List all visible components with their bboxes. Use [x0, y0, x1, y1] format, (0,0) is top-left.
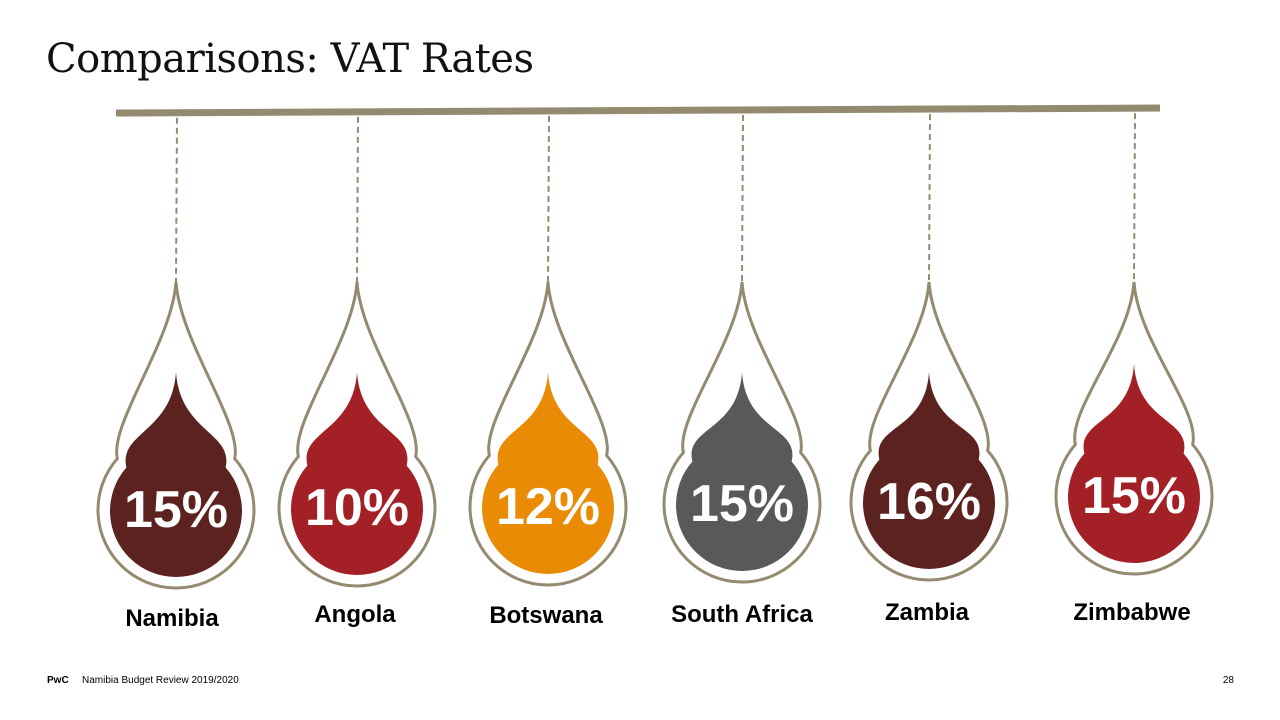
- hanger-line: [928, 114, 931, 283]
- drop-fill: [291, 372, 423, 576]
- value-label: 15%: [124, 481, 228, 539]
- category-label: Zimbabwe: [1073, 599, 1190, 626]
- value-label: 12%: [496, 478, 600, 536]
- category-label: Namibia: [125, 605, 219, 632]
- drop-fill: [863, 372, 995, 569]
- hanging-bar: [115, 104, 1161, 117]
- footer-text: Namibia Budget Review 2019/2020: [82, 675, 239, 686]
- hanger-line: [1133, 113, 1136, 283]
- hanger-line: [175, 117, 178, 283]
- category-label: Angola: [314, 601, 396, 628]
- footer-brand: PwC: [47, 675, 69, 686]
- drop-fill: [676, 372, 808, 571]
- drop-fill: [482, 372, 614, 575]
- drop-fill: [1068, 364, 1200, 564]
- drop-fill: [109, 372, 242, 577]
- page-title: Comparisons: VAT Rates: [46, 36, 534, 82]
- value-label: 15%: [1082, 467, 1186, 525]
- drop-botswana: 12% Botswana: [468, 115, 628, 629]
- value-label: 16%: [877, 473, 981, 531]
- hanger-line: [547, 115, 550, 283]
- category-label: Zambia: [885, 599, 970, 626]
- drop-zimbabwe: 15% Zimbabwe: [1054, 113, 1214, 626]
- drops-group: 15% Namibia 10% Angola 12% Botswana 15% South A…: [96, 113, 1214, 632]
- value-label: 15%: [690, 475, 794, 533]
- category-label: Botswana: [489, 602, 603, 629]
- drop-zambia: 16% Zambia: [849, 114, 1009, 626]
- page-number: 28: [1222, 675, 1234, 686]
- category-label: South Africa: [671, 601, 813, 628]
- hanger-line: [356, 116, 359, 283]
- drop-namibia: 15% Namibia: [96, 117, 256, 632]
- value-label: 10%: [305, 479, 409, 537]
- hanger-line: [741, 114, 744, 283]
- drop-south-africa: 15% South Africa: [662, 114, 822, 628]
- drop-angola: 10% Angola: [277, 116, 437, 628]
